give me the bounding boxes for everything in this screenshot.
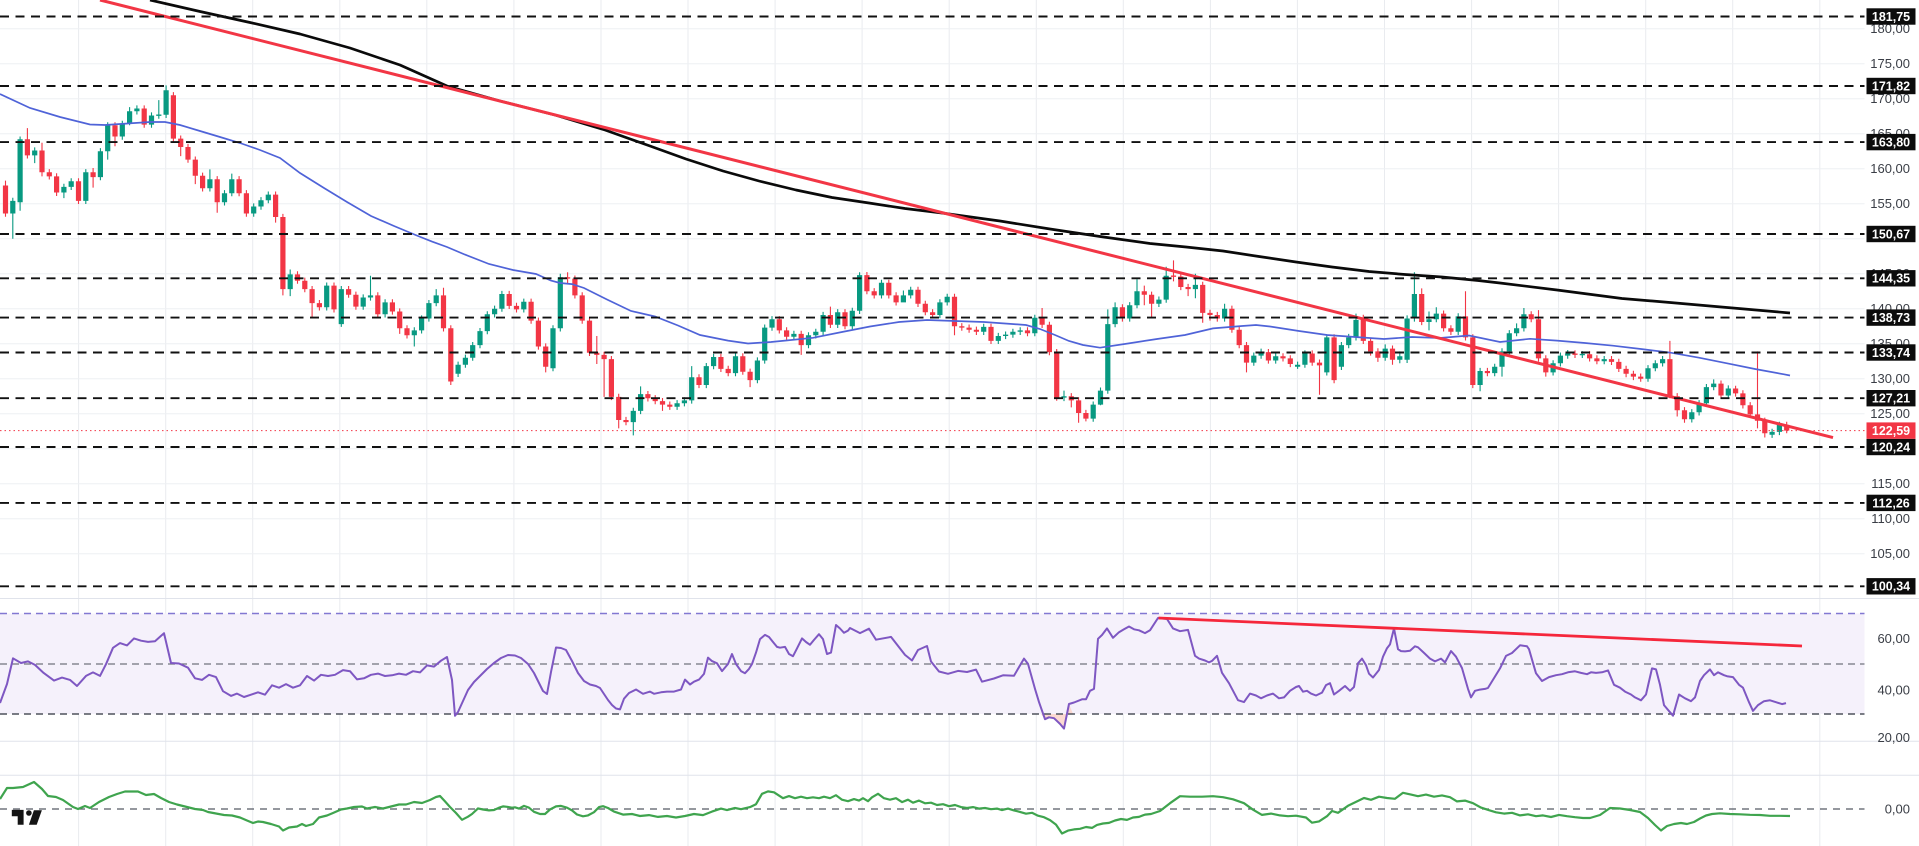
svg-text:120,24: 120,24 — [1872, 440, 1910, 454]
svg-text:175,00: 175,00 — [1870, 56, 1910, 71]
svg-text:180,00: 180,00 — [1870, 21, 1910, 36]
svg-text:0,00: 0,00 — [1885, 802, 1910, 817]
svg-text:138,73: 138,73 — [1872, 311, 1910, 325]
svg-text:144,35: 144,35 — [1872, 272, 1910, 286]
svg-text:170,00: 170,00 — [1870, 91, 1910, 106]
svg-text:122,59: 122,59 — [1872, 424, 1910, 438]
svg-text:115,00: 115,00 — [1871, 476, 1910, 491]
svg-text:105,00: 105,00 — [1870, 546, 1910, 561]
svg-text:150,67: 150,67 — [1872, 227, 1910, 241]
svg-text:20,00: 20,00 — [1877, 730, 1910, 745]
svg-text:112,26: 112,26 — [1872, 496, 1910, 510]
svg-text:100,34: 100,34 — [1872, 580, 1910, 594]
svg-text:163,80: 163,80 — [1872, 136, 1910, 150]
svg-text:60,00: 60,00 — [1877, 631, 1910, 646]
svg-text:133,74: 133,74 — [1872, 346, 1910, 360]
svg-text:171,82: 171,82 — [1872, 79, 1910, 93]
svg-text:155,00: 155,00 — [1870, 196, 1910, 211]
svg-text:110,00: 110,00 — [1871, 511, 1910, 526]
svg-text:40,00: 40,00 — [1877, 683, 1910, 698]
svg-text:125,00: 125,00 — [1870, 406, 1910, 421]
svg-text:160,00: 160,00 — [1870, 161, 1910, 176]
svg-text:127,21: 127,21 — [1872, 392, 1910, 406]
svg-text:181,75: 181,75 — [1872, 10, 1910, 24]
svg-text:130,00: 130,00 — [1870, 371, 1910, 386]
